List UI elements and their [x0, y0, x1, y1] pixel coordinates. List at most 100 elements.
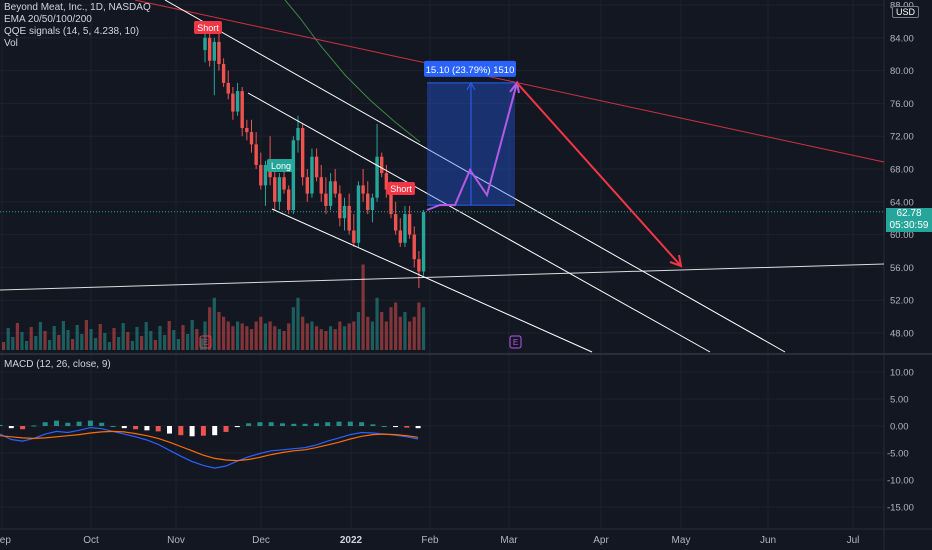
volume-bar: [107, 342, 111, 350]
volume-bar: [417, 302, 421, 350]
candle-body: [342, 205, 347, 219]
macd-histogram-bar: [200, 426, 206, 436]
volume-bar: [29, 327, 33, 350]
time-axis-label: Mar: [500, 535, 518, 546]
time-axis-label: Feb: [421, 535, 439, 546]
macd-axis-label: 5.00: [890, 395, 909, 406]
volume-bar: [199, 338, 203, 350]
macd-legend[interactable]: MACD (12, 26, close, 9): [4, 359, 111, 370]
qqe-legend[interactable]: QQE signals (14, 5, 4.238, 10): [4, 26, 140, 37]
macd-histogram-bar: [31, 425, 37, 427]
candle-body: [221, 64, 226, 83]
candle-body: [370, 197, 375, 210]
volume-bar: [149, 331, 153, 350]
volume-bar: [347, 323, 351, 350]
short-signal-label: Short: [390, 184, 412, 194]
volume-bar: [94, 338, 98, 350]
volume-bar: [319, 329, 323, 350]
last-price-badge: 62.78 05:30:59: [886, 208, 932, 232]
macd-axis-label: -15.00: [887, 503, 914, 514]
measure-label: 15.10 (23.79%) 1510: [426, 65, 515, 76]
macd-histogram-bar: [8, 426, 14, 429]
measure-arrowhead: [466, 81, 476, 91]
candle-body: [417, 259, 421, 272]
macd-histogram-bar: [347, 421, 353, 426]
volume-bar: [356, 312, 361, 350]
macd-line: [0, 426, 419, 469]
candle-body: [212, 41, 216, 61]
macd-histogram-bar: [76, 421, 82, 426]
candle-body: [254, 144, 258, 165]
forecast-arrowhead: [669, 254, 683, 268]
volume-bar: [153, 340, 157, 350]
candle-body: [310, 156, 314, 194]
time-axis-label: Sep: [0, 535, 11, 546]
macd-histogram-bar: [212, 426, 218, 436]
volume-bar: [282, 331, 286, 350]
macd-histogram-bar: [415, 426, 421, 429]
volume-bar: [25, 341, 29, 350]
candle-body: [347, 205, 351, 231]
price-axis-label: 56.00: [890, 263, 914, 274]
resistance-line: [134, 0, 885, 163]
volume-bar: [222, 316, 226, 350]
macd-histogram-bar: [189, 426, 195, 437]
volume-bar: [186, 334, 190, 350]
candle-body: [314, 156, 319, 178]
volume-bar: [20, 332, 24, 350]
volume-bar: [158, 326, 162, 350]
signal-line: [0, 430, 419, 462]
macd-histogram-bar: [404, 426, 410, 428]
symbol-title: Beyond Meat, Inc., 1D, NASDAQ: [4, 2, 151, 13]
volume-bar: [57, 335, 61, 350]
volume-bar: [103, 333, 107, 350]
macd-axis-label: 10.00: [890, 368, 914, 379]
macd-histogram-bar: [325, 422, 331, 426]
projection-path: [426, 82, 518, 211]
volume-bar: [130, 341, 134, 350]
candle-body: [217, 41, 221, 65]
macd-histogram-bar: [381, 426, 387, 427]
macd-histogram-bar: [155, 426, 161, 432]
volume-bar: [75, 325, 79, 350]
volume-bar: [333, 329, 337, 350]
ema-line: [284, 0, 421, 143]
volume-bar: [366, 316, 370, 350]
time-axis-label: 2022: [340, 535, 363, 546]
candle-body: [338, 193, 342, 219]
short-signal-label-bg: [194, 21, 222, 34]
macd-histogram-bar: [313, 423, 319, 426]
price-axis-label: 76.00: [890, 99, 914, 110]
volume-bar: [226, 321, 230, 350]
time-axis-label: Oct: [83, 535, 99, 546]
volume-bar: [15, 323, 19, 350]
volume-bar: [370, 321, 374, 350]
volume-legend[interactable]: Vol: [4, 38, 18, 49]
bar-countdown: 05:30:59: [889, 220, 929, 231]
time-axis-label: Dec: [252, 535, 270, 546]
volume-bar: [84, 320, 88, 350]
candle-body: [207, 37, 212, 61]
volume-bar: [254, 321, 258, 350]
volume-bar: [245, 326, 249, 350]
last-price-value: 62.78: [896, 208, 922, 219]
ema-legend[interactable]: EMA 20/50/100/200: [4, 14, 92, 25]
macd-histogram-bar: [121, 426, 127, 429]
volume-bar: [52, 326, 56, 350]
candle-body: [333, 181, 337, 194]
volume-bar: [287, 323, 291, 350]
channel-lower-line: [271, 208, 593, 353]
volume-bar: [126, 332, 130, 350]
price-axis-label: 64.00: [890, 197, 914, 208]
volume-bar: [34, 336, 38, 350]
candle-body: [375, 156, 379, 198]
candle-body: [273, 177, 277, 202]
currency-button[interactable]: USD: [891, 6, 919, 18]
candle-body: [305, 177, 309, 194]
volume-bar: [361, 264, 365, 350]
candle-body: [407, 214, 412, 235]
volume-bar: [408, 321, 412, 350]
volume-bar: [375, 297, 379, 350]
volume-bar: [208, 307, 212, 350]
